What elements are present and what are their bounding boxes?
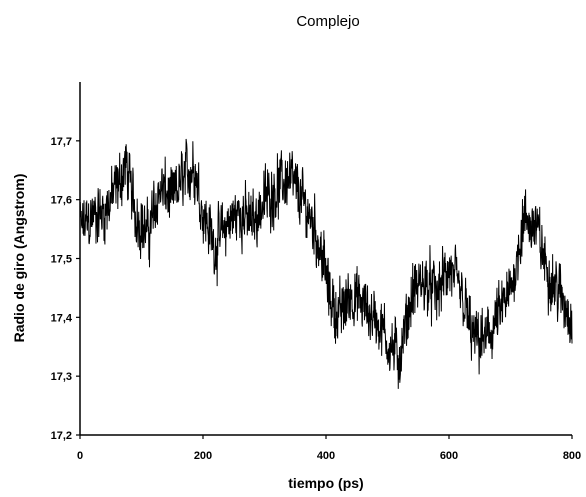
x-ticks: 0 200 400 600 800 bbox=[77, 435, 581, 462]
chart-title: Complejo bbox=[296, 13, 359, 30]
y-tick-label: 17,3 bbox=[51, 371, 72, 383]
y-tick-label: 17,4 bbox=[51, 312, 73, 324]
x-tick-label: 800 bbox=[563, 450, 581, 462]
x-tick-label: 200 bbox=[194, 450, 212, 462]
x-axis-label: tiempo (ps) bbox=[288, 475, 363, 491]
y-axis-label: Radio de giro (Angstrom) bbox=[11, 174, 27, 343]
y-tick-label: 17,5 bbox=[51, 254, 72, 266]
y-ticks: 17,2 17,3 17,4 17,5 17,6 17,7 bbox=[51, 136, 80, 442]
y-tick-label: 17,6 bbox=[51, 195, 72, 207]
x-tick-label: 0 bbox=[77, 450, 83, 462]
series-line bbox=[79, 138, 573, 389]
y-tick-label: 17,2 bbox=[51, 430, 72, 442]
y-tick-label: 17,7 bbox=[51, 136, 72, 148]
x-tick-label: 600 bbox=[440, 450, 458, 462]
x-tick-label: 400 bbox=[317, 450, 335, 462]
